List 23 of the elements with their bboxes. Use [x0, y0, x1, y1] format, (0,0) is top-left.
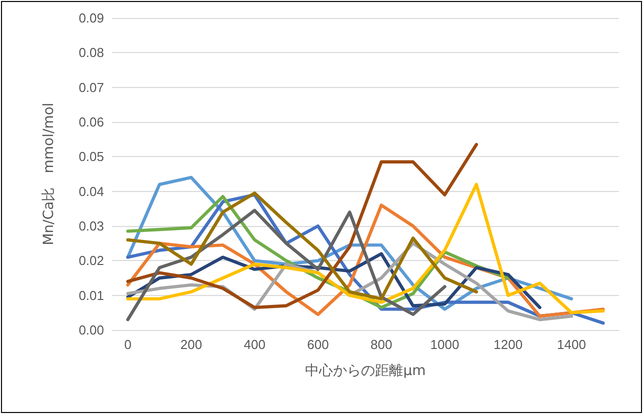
- y-tick-label: 0.02: [78, 253, 104, 268]
- y-tick-label: 0.06: [78, 114, 104, 130]
- x-tick-label: 600: [307, 337, 329, 352]
- line-series: [126, 142, 478, 310]
- x-tick-label: 1400: [557, 337, 586, 352]
- x-tick-label: 1000: [430, 337, 460, 352]
- line-series: [126, 191, 478, 300]
- y-tick-label: 0.00: [78, 322, 104, 338]
- y-axis-title: Mn/Ca比 mmol/mol: [41, 102, 57, 246]
- x-tick-label: 800: [370, 337, 392, 352]
- line-series: [126, 208, 446, 322]
- y-tick-label: 0.03: [78, 218, 104, 234]
- y-tick-label: 0.01: [78, 288, 104, 303]
- x-tick-label: 0: [124, 337, 132, 352]
- y-tick-label: 0.08: [78, 45, 104, 60]
- x-tick-label: 200: [180, 337, 202, 352]
- y-tick-label: 0.09: [78, 10, 104, 26]
- y-tick-label: 0.04: [78, 184, 104, 199]
- x-tick-label: 400: [244, 337, 266, 352]
- y-tick-label: 0.05: [78, 149, 104, 164]
- x-axis-title: 中心からの距離μm: [305, 363, 426, 379]
- y-tick-label: 0.07: [78, 80, 104, 95]
- x-tick-label: 1200: [494, 337, 523, 352]
